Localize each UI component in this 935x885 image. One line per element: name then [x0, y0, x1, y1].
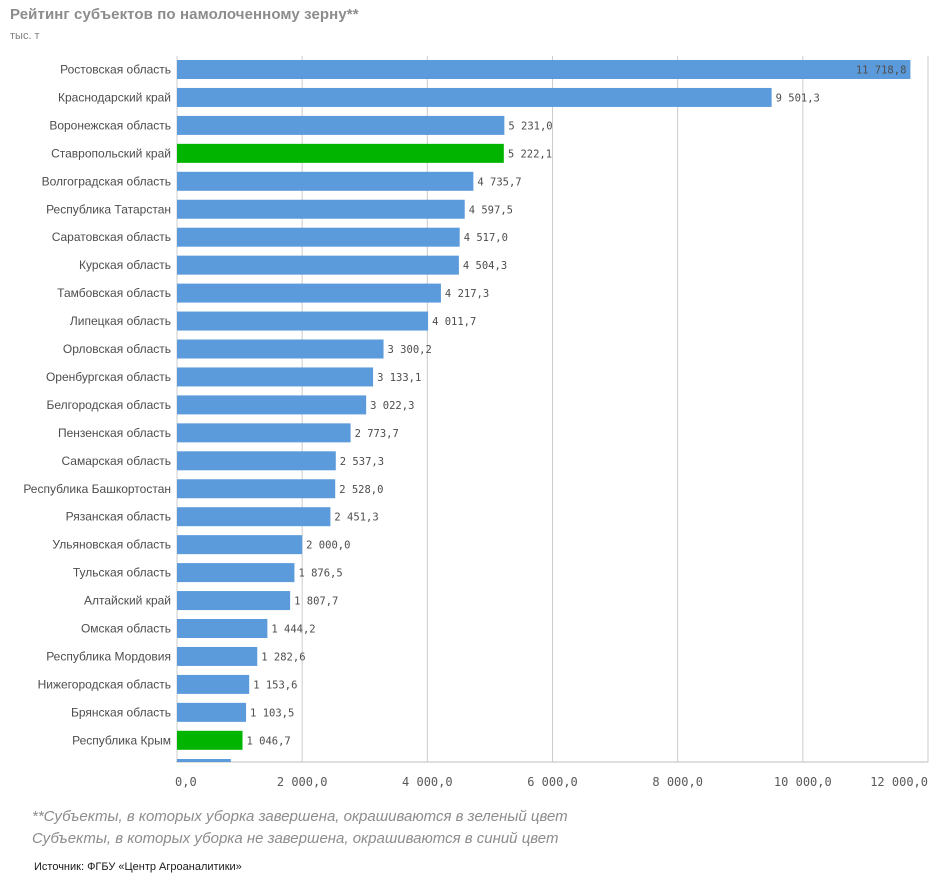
bar: [177, 563, 295, 583]
value-label: 4 504,3: [463, 260, 507, 272]
category-label: Воронежская область: [49, 118, 171, 132]
bar: [177, 339, 384, 359]
bars: [177, 60, 911, 762]
value-label: 3 133,1: [377, 372, 421, 384]
x-tick-label: 8 000,0: [652, 775, 703, 789]
x-tick-label: 4 000,0: [402, 775, 453, 789]
bar: [177, 171, 474, 191]
category-labels: Ростовская область Краснодарский край Воро…: [23, 63, 171, 748]
value-label: 2 000,0: [306, 540, 350, 552]
value-label: 4 011,7: [432, 316, 476, 328]
value-label: 2 537,3: [340, 456, 384, 468]
bar: [177, 199, 465, 219]
category-label: Республика Башкортостан: [23, 482, 171, 496]
bar-partial: [177, 759, 231, 762]
x-tick-label: 6 000,0: [527, 775, 578, 789]
value-label: 1 282,6: [261, 651, 305, 663]
value-label: 3 300,2: [388, 344, 432, 356]
category-label: Республика Крым: [72, 733, 171, 747]
value-label: 4 517,0: [464, 232, 508, 244]
bar-chart: Ростовская область Краснодарский край Воро…: [23, 56, 929, 789]
value-label: 1 046,7: [247, 735, 291, 747]
value-label: 3 022,3: [370, 400, 414, 412]
value-label: 11 718,8: [856, 65, 907, 77]
category-label: Орловская область: [63, 342, 171, 356]
category-label: Волгоградская область: [42, 174, 171, 188]
category-label: Омская область: [81, 622, 171, 636]
bar: [177, 143, 504, 163]
category-label: Нижегородская область: [38, 677, 171, 691]
bar: [177, 535, 303, 555]
bar: [177, 702, 247, 722]
x-tick-label: 12 000,0: [870, 775, 928, 789]
x-tick-label: 0,0: [175, 775, 197, 789]
value-label: 4 735,7: [477, 176, 521, 188]
bar: [177, 283, 441, 303]
bar: [177, 395, 367, 415]
category-label: Краснодарский край: [58, 90, 171, 104]
value-label: 2 773,7: [355, 428, 399, 440]
value-label: 4 597,5: [469, 204, 513, 216]
value-label: 1 876,5: [298, 568, 342, 580]
category-label: Ростовская область: [60, 63, 171, 77]
note-not-completed: Субъекты, в которых уборка не завершена,…: [32, 830, 559, 847]
bar: [177, 311, 429, 331]
category-label: Брянская область: [71, 705, 171, 719]
value-label: 4 217,3: [445, 288, 489, 300]
bar: [177, 115, 505, 135]
category-label: Тамбовская область: [57, 286, 171, 300]
bar: [177, 60, 911, 79]
bar: [177, 674, 250, 694]
bar: [177, 255, 459, 275]
bar: [177, 87, 772, 107]
x-tick-label: 2 000,0: [277, 775, 328, 789]
bar: [177, 619, 268, 638]
bar: [177, 730, 243, 750]
bar: [177, 367, 374, 387]
bar: [177, 646, 258, 666]
category-label: Рязанская область: [66, 510, 171, 524]
category-label: Пензенская область: [58, 426, 171, 440]
bar: [177, 451, 336, 471]
chart-title: Рейтинг субъектов по намолоченному зерну…: [10, 6, 359, 23]
bar: [177, 227, 460, 247]
value-label: 5 222,1: [508, 148, 552, 160]
value-label: 1 153,6: [253, 679, 297, 691]
category-label: Самарская область: [61, 454, 171, 468]
category-label: Курская область: [79, 258, 171, 272]
category-label: Тульская область: [73, 566, 171, 580]
note-completed: **Субъекты, в которых уборка завершена, …: [32, 808, 568, 825]
x-tick-label: 10 000,0: [774, 775, 832, 789]
value-label: 9 501,3: [776, 92, 820, 104]
bar: [177, 423, 351, 443]
category-label: Республика Татарстан: [46, 202, 171, 216]
x-tick-labels: 0,0 2 000,0 4 000,0 6 000,0 8 000,0 10 000,0 1…: [175, 775, 928, 789]
value-label: 1 444,2: [271, 624, 315, 636]
category-label: Ставропольский край: [51, 146, 171, 160]
bar: [177, 479, 336, 499]
source-text: Источник: ФГБУ «Центр Агроаналитики»: [34, 861, 242, 873]
value-label: 5 231,0: [508, 120, 552, 132]
value-labels: 11 718,8 9 501,3 5 231,0 5 222,1 4 735,7 4 59…: [247, 65, 907, 748]
bar: [177, 591, 291, 611]
unit-label: тыс. т: [10, 30, 40, 42]
bar: [177, 507, 331, 527]
category-label: Оренбургская область: [46, 370, 171, 384]
value-label: 2 451,3: [334, 512, 378, 524]
value-label: 2 528,0: [339, 484, 383, 496]
category-label: Липецкая область: [70, 314, 171, 328]
category-label: Алтайский край: [84, 594, 171, 608]
category-label: Республика Мордовия: [46, 649, 171, 663]
category-label: Белгородская область: [47, 398, 171, 412]
category-label: Ульяновская область: [52, 538, 171, 552]
value-label: 1 807,7: [294, 596, 338, 608]
category-label: Саратовская область: [52, 230, 171, 244]
value-label: 1 103,5: [250, 707, 294, 719]
